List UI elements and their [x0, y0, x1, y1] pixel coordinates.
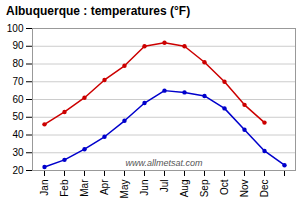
svg-text:Feb: Feb [59, 179, 70, 197]
svg-text:May: May [119, 180, 130, 199]
svg-text:100: 100 [7, 23, 24, 34]
svg-text:80: 80 [12, 58, 24, 69]
svg-text:Aug: Aug [179, 180, 190, 198]
svg-text:Nov: Nov [239, 180, 250, 198]
svg-text:90: 90 [12, 40, 24, 51]
svg-text:40: 40 [12, 129, 24, 140]
svg-text:Jul: Jul [159, 180, 170, 193]
svg-text:70: 70 [12, 76, 24, 87]
svg-text:50: 50 [12, 111, 24, 122]
svg-text:60: 60 [12, 94, 24, 105]
svg-text:Apr: Apr [99, 179, 110, 195]
svg-text:Jan: Jan [39, 180, 50, 196]
svg-text:Sep: Sep [199, 179, 210, 197]
svg-text:Jun: Jun [139, 180, 150, 196]
svg-text:Dec: Dec [259, 180, 270, 198]
svg-text:30: 30 [12, 147, 24, 158]
svg-text:Mar: Mar [79, 179, 90, 197]
html-text:Albuquerque : temperatures (°F: Albuquerque : temperatures (°F) [6, 4, 191, 18]
svg-text:Oct: Oct [219, 179, 230, 195]
svg-text:www.allmetsat.com: www.allmetsat.com [125, 158, 203, 168]
svg-text:20: 20 [12, 165, 24, 176]
